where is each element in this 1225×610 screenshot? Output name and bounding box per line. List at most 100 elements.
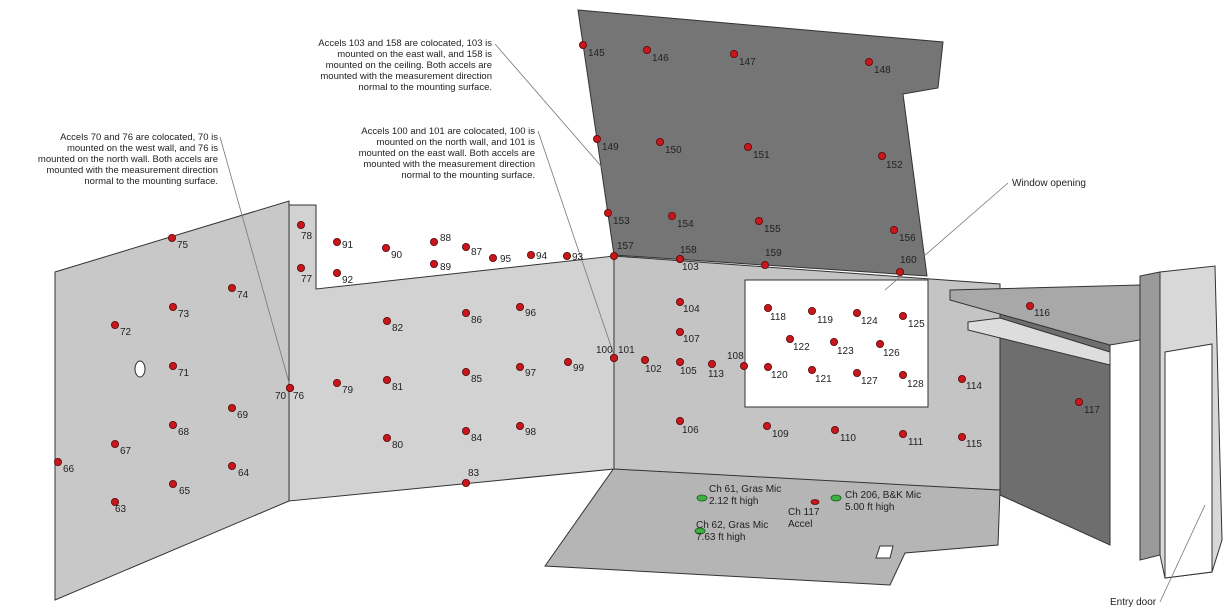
microphone (830, 494, 842, 502)
sensor-label: 126 (883, 348, 900, 359)
sensor-dot (676, 297, 685, 306)
sensor-dot (676, 254, 685, 263)
sensor-label: 117 (1084, 405, 1100, 416)
sensor-label: 102 (645, 364, 662, 375)
hole (134, 360, 146, 378)
door-label: Entry door (1110, 597, 1157, 608)
sensor-label: 128 (907, 379, 924, 390)
sensor-label: 124 (861, 316, 878, 327)
sensor-dot (461, 478, 470, 487)
annotation-line: mounted on the north wall. Both accels a… (38, 154, 218, 165)
sensor-dot (168, 302, 177, 311)
instrument-label: Ch 117 (788, 507, 820, 518)
instrument-label: Ch 61, Gras Mic (709, 484, 781, 495)
sensor-label: 147 (739, 57, 756, 68)
sensor-dot (168, 479, 177, 488)
sensor-label: 145 (588, 48, 605, 59)
sensor-label: 85 (471, 374, 483, 385)
north-wall (288, 204, 615, 502)
sensor-label: 155 (764, 224, 781, 235)
sensor-dot (764, 303, 773, 312)
sensor-label: 67 (120, 446, 132, 457)
instrument-label: Ch 62, Gras Mic (696, 520, 768, 531)
sensor-dot (676, 416, 685, 425)
annotation-line: mounted on the east wall. Both accels ar… (359, 148, 535, 159)
sensor-label: 86 (471, 315, 483, 326)
sensor-label: 93 (572, 252, 584, 263)
sensor-label: 80 (392, 440, 404, 451)
sensor-dot (740, 361, 749, 370)
sensor-label: 154 (677, 219, 694, 230)
sensor-dot (461, 367, 470, 376)
west-wall (54, 200, 290, 601)
sensor-dot (516, 362, 525, 371)
sensor-label: 119 (817, 315, 833, 326)
leaders (219, 43, 1206, 603)
sensor-dot (54, 457, 63, 466)
sensor-dot (610, 251, 619, 260)
sensor-label: 103 (682, 262, 699, 273)
sensor-dot (382, 433, 391, 442)
annotation-line: mounted with the measurement direction (46, 165, 218, 176)
sensor-label: 97 (525, 368, 537, 379)
sensor-dot (958, 432, 967, 441)
sensor-dot (227, 403, 236, 412)
sensor-label: 64 (238, 468, 250, 479)
instrument-label: Ch 206, B&K Mic (845, 490, 921, 501)
sensor-label: 74 (237, 290, 249, 301)
sensor-dot (461, 242, 470, 251)
sensor-dot (808, 365, 817, 374)
sensor-label: 75 (177, 240, 189, 251)
sensor-label: 90 (391, 250, 403, 261)
instrument-label: 2.12 ft high (709, 496, 758, 507)
microphone (696, 494, 708, 502)
sensor-dot (761, 260, 770, 269)
sensor-label: 111 (908, 437, 924, 448)
sensor-label: 95 (500, 254, 512, 265)
sensor-label: 66 (63, 464, 75, 475)
sensor-dot (786, 334, 795, 343)
sensor-label: 120 (771, 370, 788, 381)
sensor-dot (643, 46, 652, 55)
sensor-dot (878, 151, 887, 160)
sensor-dot (1026, 301, 1035, 310)
sensor-label: 83 (468, 468, 480, 479)
sensor-dot (604, 208, 613, 217)
sensor-dot (111, 320, 120, 329)
sensor-label: 113 (708, 369, 724, 380)
sensor-dot (853, 368, 862, 377)
sensor-label: 152 (886, 160, 903, 171)
annotation-line: mounted on the north wall, and 101 is (377, 137, 536, 148)
sensor-dot (296, 263, 305, 272)
sensor-label: 121 (815, 374, 832, 385)
sensor-label: 159 (765, 248, 782, 259)
sensor-label: 146 (652, 53, 669, 64)
sensor-label: 101 (618, 345, 635, 356)
leader (219, 136, 291, 387)
instrument-label: Accel (788, 519, 812, 530)
sensor-dot (382, 316, 391, 325)
sensor-dot (168, 420, 177, 429)
sensor-dot (830, 337, 839, 346)
sensor-label: 109 (772, 429, 789, 440)
annotation-line: Accels 100 and 101 are colocated, 100 is (361, 126, 535, 137)
sensor-dot (167, 233, 176, 242)
sensor-label: 92 (342, 275, 354, 286)
sensor-label: 84 (471, 433, 483, 444)
sensor-dot (332, 378, 341, 387)
sensor-dot (896, 267, 905, 276)
sensor-label: 110 (840, 433, 856, 444)
sensor-label: 151 (753, 150, 770, 161)
ceiling (577, 9, 944, 277)
annotation-line: mounted with the measurement direction (363, 159, 535, 170)
sensor-label: 105 (680, 366, 697, 377)
sensor-label: 79 (342, 385, 354, 396)
instrument-label: 7.63 ft high (696, 532, 745, 543)
sensor-label: 98 (525, 427, 537, 438)
sensor-dot (227, 461, 236, 470)
sensor-dot (899, 429, 908, 438)
sensor-dot (668, 211, 677, 220)
microphone (694, 527, 706, 535)
shelf (967, 317, 1111, 366)
sensor-dot (808, 306, 817, 315)
